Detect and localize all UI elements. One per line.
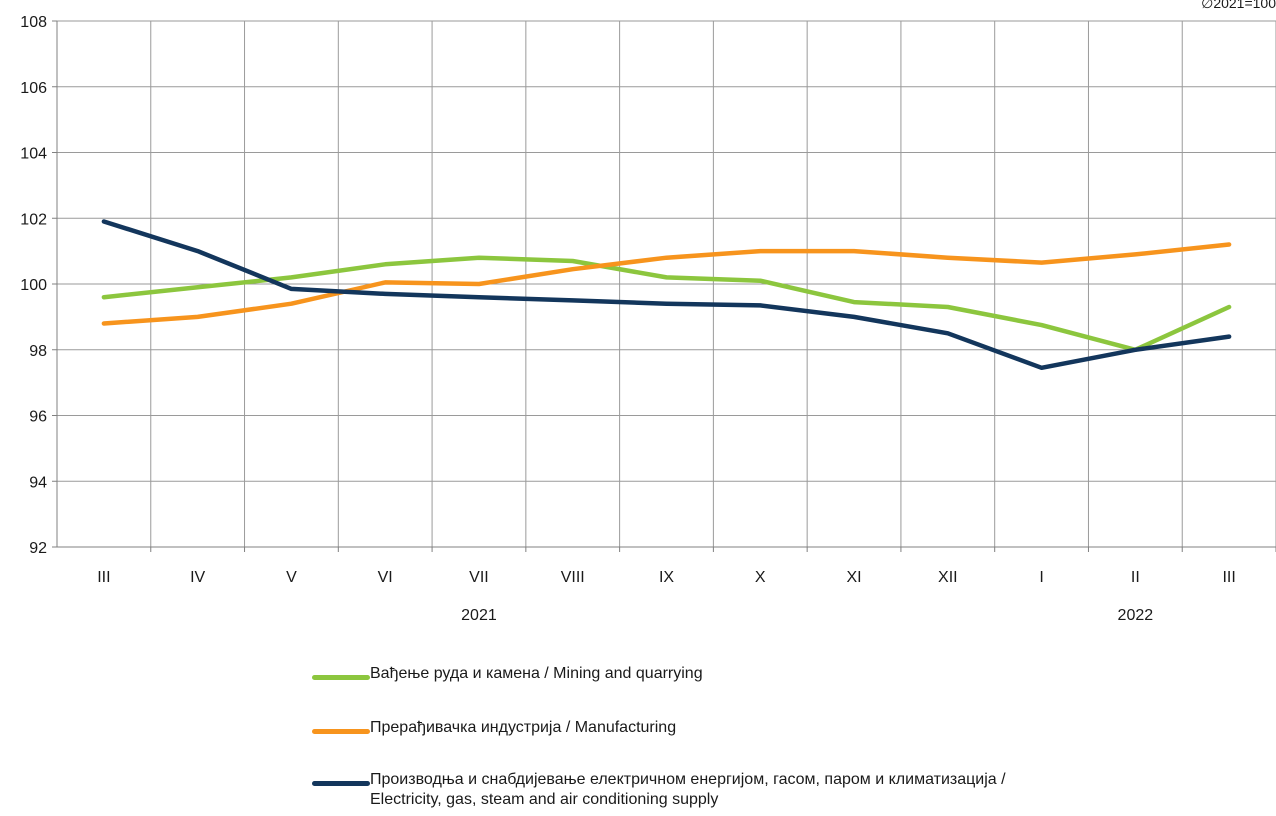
x-tick-label: III xyxy=(97,569,110,586)
x-tick-label: VI xyxy=(378,569,393,586)
axes xyxy=(52,20,1276,552)
x-tick-label: X xyxy=(755,569,766,586)
y-tick-label: 94 xyxy=(29,474,47,491)
series-line-electricity xyxy=(101,219,1232,371)
x-tick-label: V xyxy=(286,569,297,586)
x-tick-label: VIII xyxy=(561,569,585,586)
y-tick-label: 98 xyxy=(29,343,47,360)
series-line-manufacturing xyxy=(101,242,1232,326)
x-tick-label: IV xyxy=(190,569,205,586)
series-line-mining xyxy=(101,255,1232,353)
series-lines xyxy=(101,219,1232,371)
legend-swatch-electricity xyxy=(312,781,370,786)
x-tick-label: I xyxy=(1039,569,1043,586)
x-tick-label: III xyxy=(1222,569,1235,586)
x-tick-label: II xyxy=(1131,569,1140,586)
base-period-note: ∅2021=100 xyxy=(1201,0,1276,11)
legend-label-manufacturing: Прерађивачка индустрија / Manufacturing xyxy=(370,719,677,736)
y-tick-label: 104 xyxy=(20,146,47,163)
y-tick-label: 100 xyxy=(20,277,47,294)
y-tick-label: 108 xyxy=(20,14,47,31)
x-tick-label: XII xyxy=(938,569,958,586)
y-tick-label: 92 xyxy=(29,540,47,557)
legend-label-electricity-line2: Electricity, gas, steam and air conditio… xyxy=(370,791,719,808)
grid xyxy=(57,20,1276,547)
legend-swatch-manufacturing xyxy=(312,729,370,734)
y-tick-label: 102 xyxy=(20,211,47,228)
x-tick-label: VII xyxy=(469,569,489,586)
year-label: 2022 xyxy=(1118,607,1154,624)
x-tick-label: XI xyxy=(846,569,861,586)
legend-label-mining: Вађење руда и камена / Mining and quarry… xyxy=(370,665,703,682)
year-label: 2021 xyxy=(461,607,497,624)
legend-label-electricity-line1: Производња и снабдијевање електричном ен… xyxy=(370,771,1006,788)
x-tick-label: IX xyxy=(659,569,674,586)
legend-swatch-mining xyxy=(312,675,370,680)
y-tick-label: 96 xyxy=(29,409,47,426)
y-tick-label: 106 xyxy=(20,80,47,97)
legend-label-electricity: Производња и снабдијевање електричном ен… xyxy=(370,770,1006,810)
